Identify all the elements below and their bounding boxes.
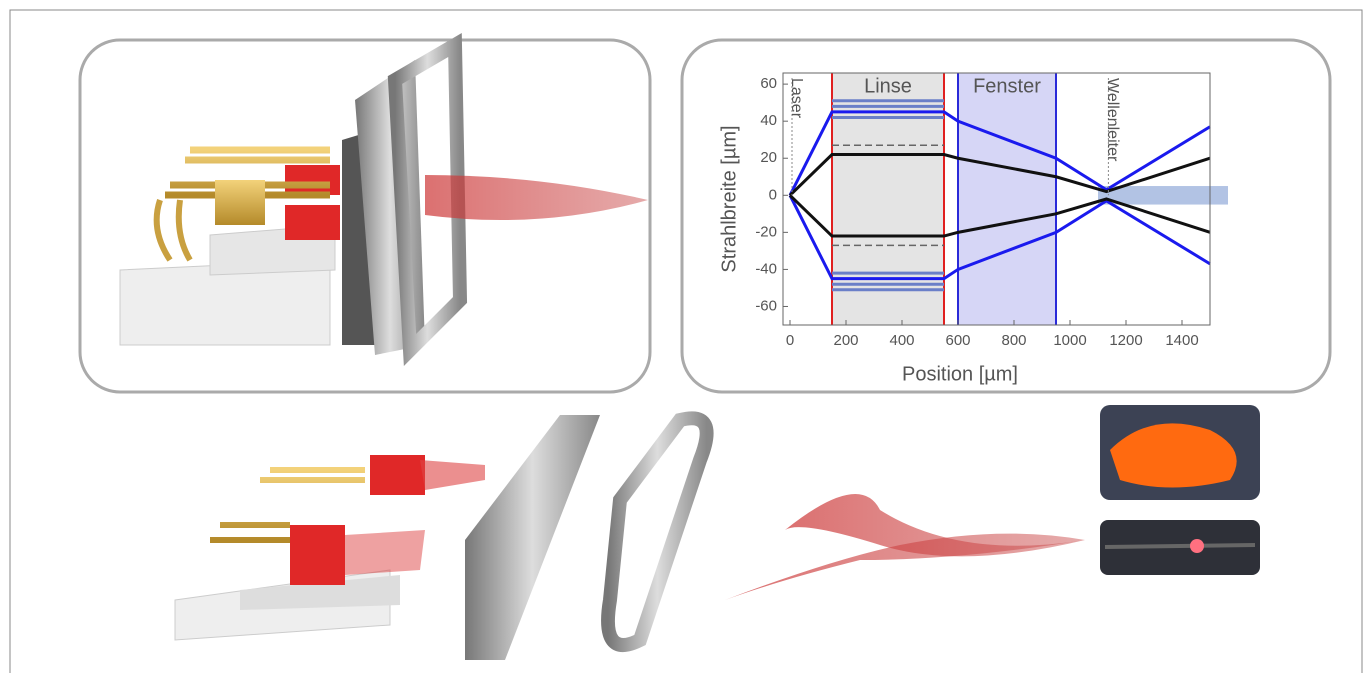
x-tick-label: 1400 [1165,332,1198,349]
region-label: Linse [864,75,912,97]
x-axis-label: Position [µm] [902,363,1018,385]
y-tick-label: -60 [755,297,777,314]
annotation: Wellenleiter [1104,78,1121,162]
region [958,73,1056,325]
x-tick-label: 1000 [1053,332,1086,349]
x-tick-label: 0 [786,332,794,349]
x-tick-label: 1200 [1109,332,1142,349]
region-label: Fenster [973,75,1041,97]
render-exploded [175,405,1260,660]
x-tick-label: 600 [945,332,970,349]
y-tick-label: -40 [755,260,777,277]
x-tick-label: 800 [1001,332,1026,349]
y-tick-label: -20 [755,223,777,240]
y-tick-label: 60 [760,75,777,92]
y-axis-label: Strahlbreite [µm] [718,125,740,272]
page: Position [µm] Strahlbreite [µm] Linse Fen… [0,0,1371,678]
y-tick-label: 20 [760,149,777,166]
annotation: Laser [788,78,805,119]
x-tick-label: 200 [833,332,858,349]
x-tick-label: 400 [889,332,914,349]
y-tick-label: 40 [760,112,777,129]
y-tick-label: 0 [769,186,777,203]
figure: Position [µm] Strahlbreite [µm] Linse Fen… [0,0,1371,673]
